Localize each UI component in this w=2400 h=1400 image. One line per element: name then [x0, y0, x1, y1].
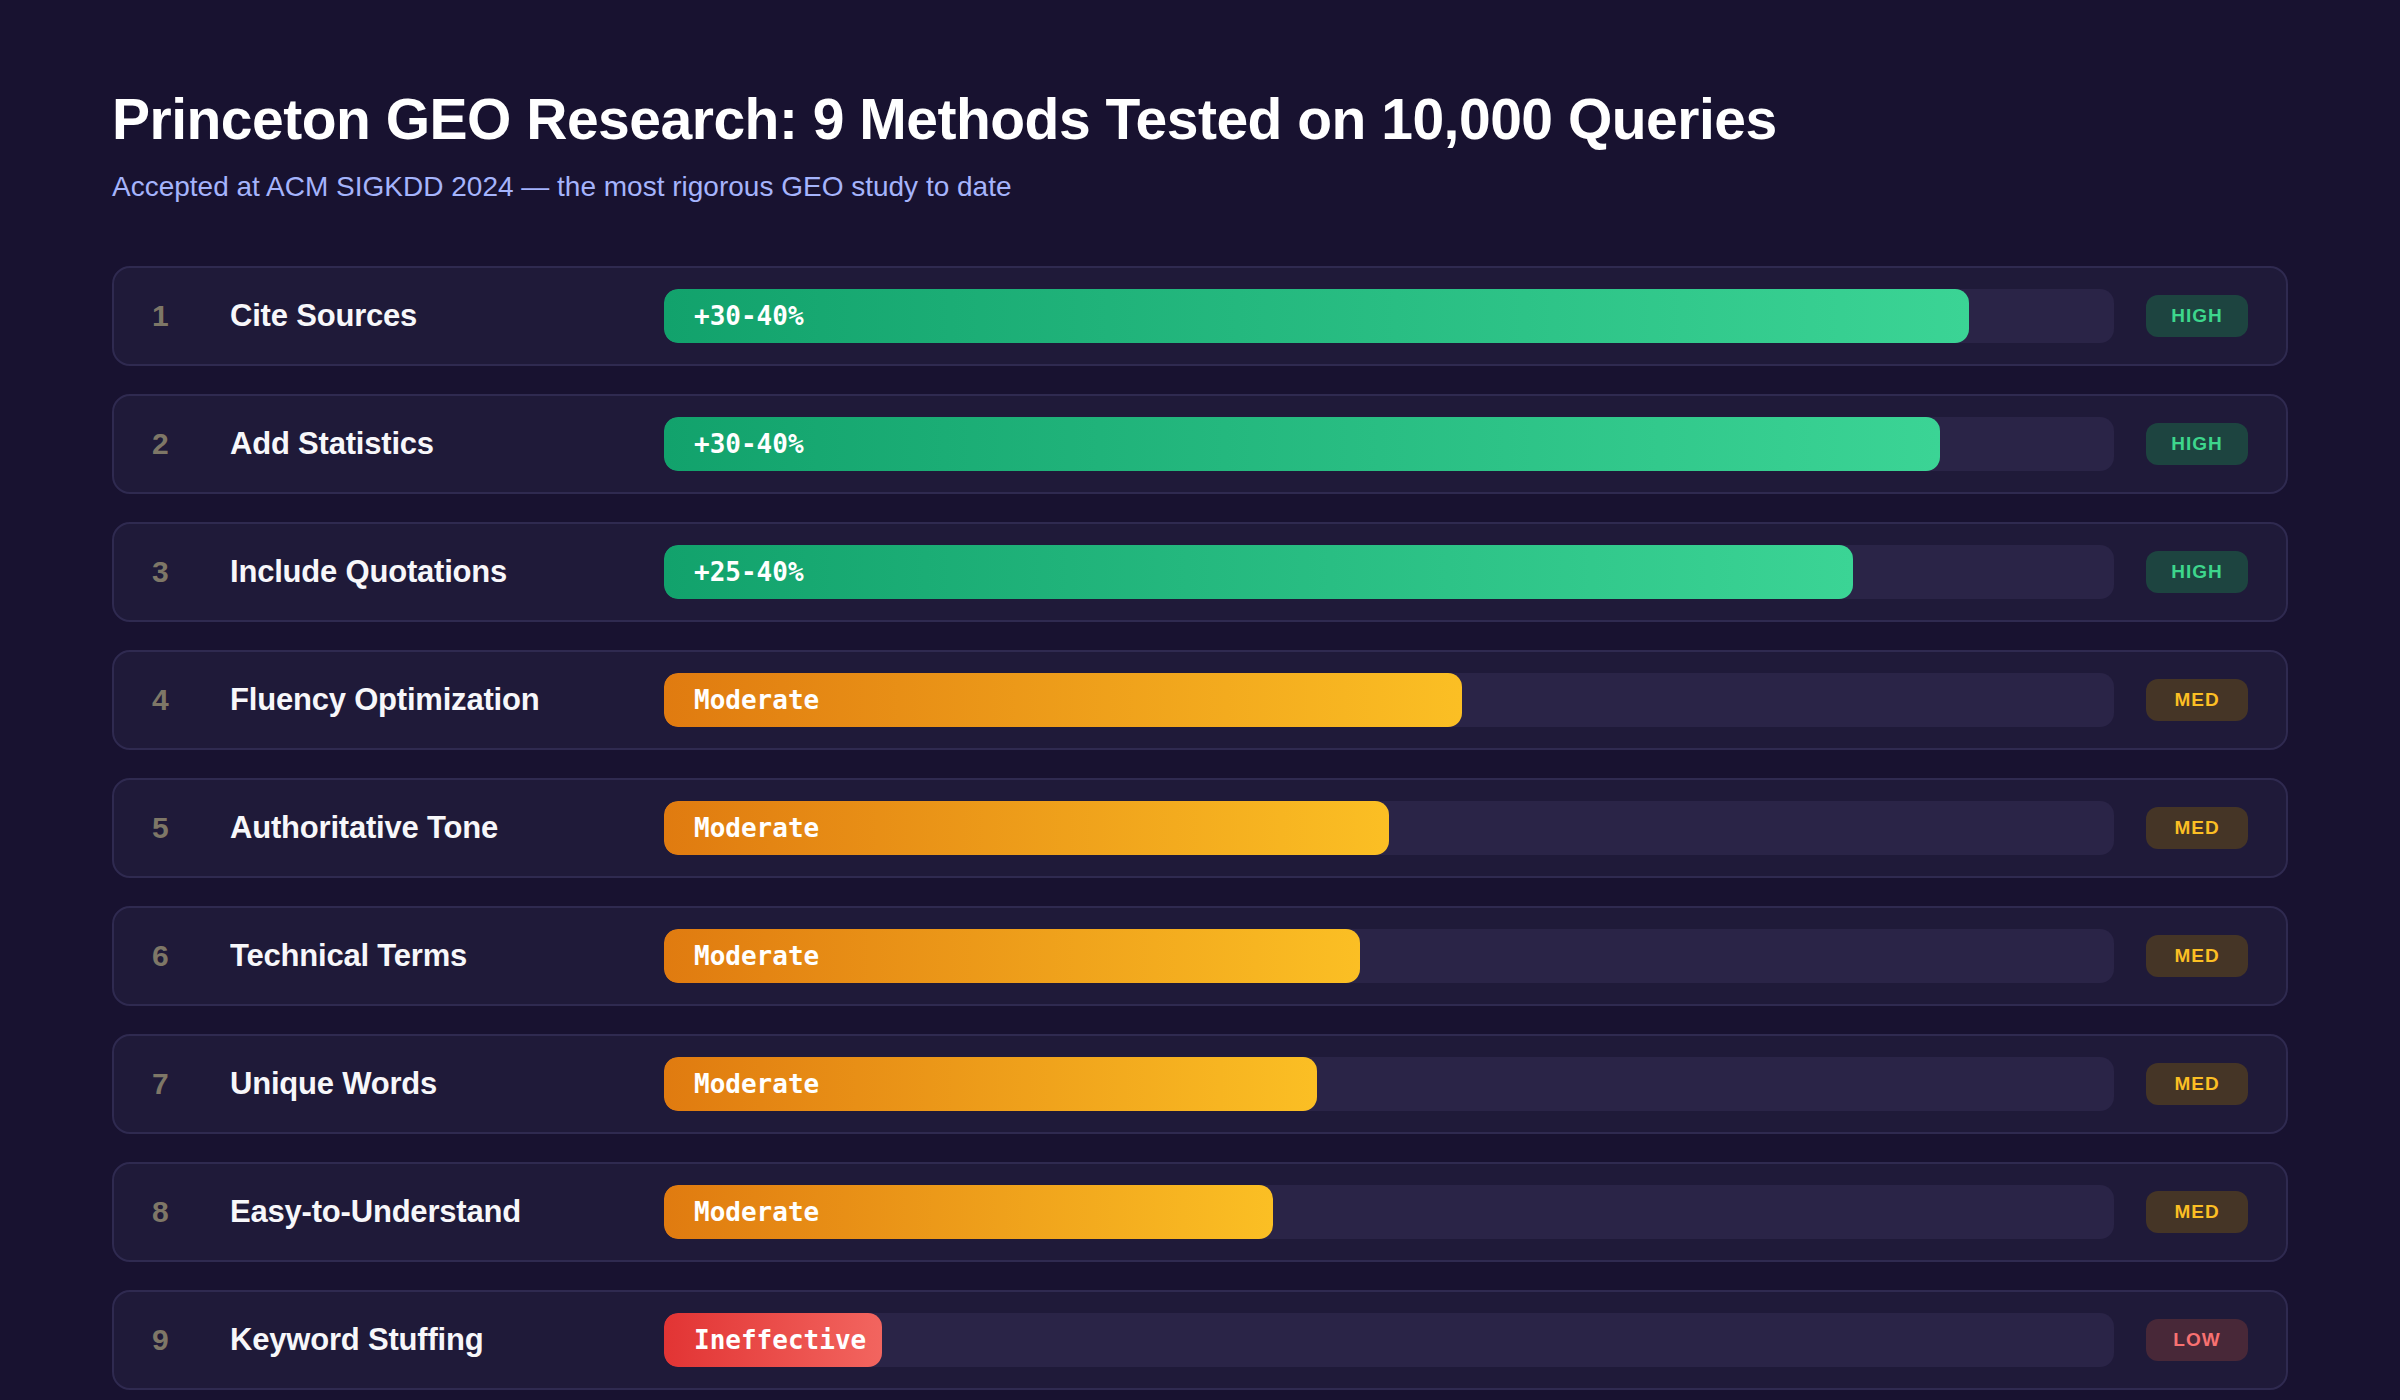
method-name: Keyword Stuffing: [230, 1322, 664, 1358]
page: Princeton GEO Research: 9 Methods Tested…: [0, 86, 2400, 1390]
impact-badge: MED: [2146, 1191, 2248, 1233]
bar-fill: Moderate: [664, 673, 1462, 727]
rank-number: 6: [152, 939, 230, 973]
bar-value-label: Moderate: [694, 941, 819, 971]
method-name: Include Quotations: [230, 554, 664, 590]
impact-badge-wrap: HIGH: [2146, 295, 2248, 337]
method-name: Unique Words: [230, 1066, 664, 1102]
method-row: 9 Keyword Stuffing Ineffective LOW: [112, 1290, 2288, 1390]
rank-number: 8: [152, 1195, 230, 1229]
bar-track: Moderate: [664, 929, 2114, 983]
method-row: 2 Add Statistics +30-40% HIGH: [112, 394, 2288, 494]
impact-badge: MED: [2146, 679, 2248, 721]
methods-list: 1 Cite Sources +30-40% HIGH 2 Add Statis…: [112, 266, 2288, 1390]
impact-badge-wrap: MED: [2146, 935, 2248, 977]
bar-fill: +30-40%: [664, 417, 1940, 471]
method-row: 3 Include Quotations +25-40% HIGH: [112, 522, 2288, 622]
bar-fill: Ineffective: [664, 1313, 882, 1367]
method-row: 1 Cite Sources +30-40% HIGH: [112, 266, 2288, 366]
rank-number: 7: [152, 1067, 230, 1101]
page-title: Princeton GEO Research: 9 Methods Tested…: [112, 86, 2288, 153]
page-subtitle: Accepted at ACM SIGKDD 2024 — the most r…: [112, 169, 2288, 204]
impact-badge-wrap: HIGH: [2146, 423, 2248, 465]
bar-value-label: Ineffective: [694, 1325, 866, 1355]
bar-value-label: Moderate: [694, 1069, 819, 1099]
bar-fill: +30-40%: [664, 289, 1969, 343]
rank-number: 3: [152, 555, 230, 589]
bar-track: Moderate: [664, 1057, 2114, 1111]
bar-track: Moderate: [664, 1185, 2114, 1239]
method-name: Technical Terms: [230, 938, 664, 974]
bar-value-label: Moderate: [694, 685, 819, 715]
impact-badge-wrap: HIGH: [2146, 551, 2248, 593]
impact-badge: HIGH: [2146, 551, 2248, 593]
impact-badge-wrap: MED: [2146, 807, 2248, 849]
method-row: 7 Unique Words Moderate MED: [112, 1034, 2288, 1134]
method-row: 4 Fluency Optimization Moderate MED: [112, 650, 2288, 750]
rank-number: 5: [152, 811, 230, 845]
bar-value-label: +30-40%: [694, 301, 804, 331]
method-name: Fluency Optimization: [230, 682, 664, 718]
bar-track: Moderate: [664, 801, 2114, 855]
method-row: 6 Technical Terms Moderate MED: [112, 906, 2288, 1006]
bar-value-label: Moderate: [694, 1197, 819, 1227]
bar-value-label: Moderate: [694, 813, 819, 843]
bar-track: +30-40%: [664, 289, 2114, 343]
bar-track: +25-40%: [664, 545, 2114, 599]
bar-value-label: +30-40%: [694, 429, 804, 459]
impact-badge: HIGH: [2146, 423, 2248, 465]
bar-fill: Moderate: [664, 929, 1360, 983]
method-row: 8 Easy-to-Understand Moderate MED: [112, 1162, 2288, 1262]
impact-badge: MED: [2146, 807, 2248, 849]
method-name: Cite Sources: [230, 298, 664, 334]
bar-track: Moderate: [664, 673, 2114, 727]
method-name: Add Statistics: [230, 426, 664, 462]
impact-badge-wrap: MED: [2146, 679, 2248, 721]
rank-number: 1: [152, 299, 230, 333]
impact-badge: MED: [2146, 1063, 2248, 1105]
impact-badge: LOW: [2146, 1319, 2248, 1361]
bar-fill: Moderate: [664, 1057, 1317, 1111]
bar-fill: +25-40%: [664, 545, 1853, 599]
impact-badge-wrap: MED: [2146, 1063, 2248, 1105]
method-name: Authoritative Tone: [230, 810, 664, 846]
rank-number: 9: [152, 1323, 230, 1357]
rank-number: 2: [152, 427, 230, 461]
method-name: Easy-to-Understand: [230, 1194, 664, 1230]
method-row: 5 Authoritative Tone Moderate MED: [112, 778, 2288, 878]
rank-number: 4: [152, 683, 230, 717]
impact-badge-wrap: LOW: [2146, 1319, 2248, 1361]
impact-badge: HIGH: [2146, 295, 2248, 337]
bar-fill: Moderate: [664, 1185, 1273, 1239]
bar-track: Ineffective: [664, 1313, 2114, 1367]
bar-value-label: +25-40%: [694, 557, 804, 587]
impact-badge-wrap: MED: [2146, 1191, 2248, 1233]
bar-fill: Moderate: [664, 801, 1389, 855]
bar-track: +30-40%: [664, 417, 2114, 471]
impact-badge: MED: [2146, 935, 2248, 977]
